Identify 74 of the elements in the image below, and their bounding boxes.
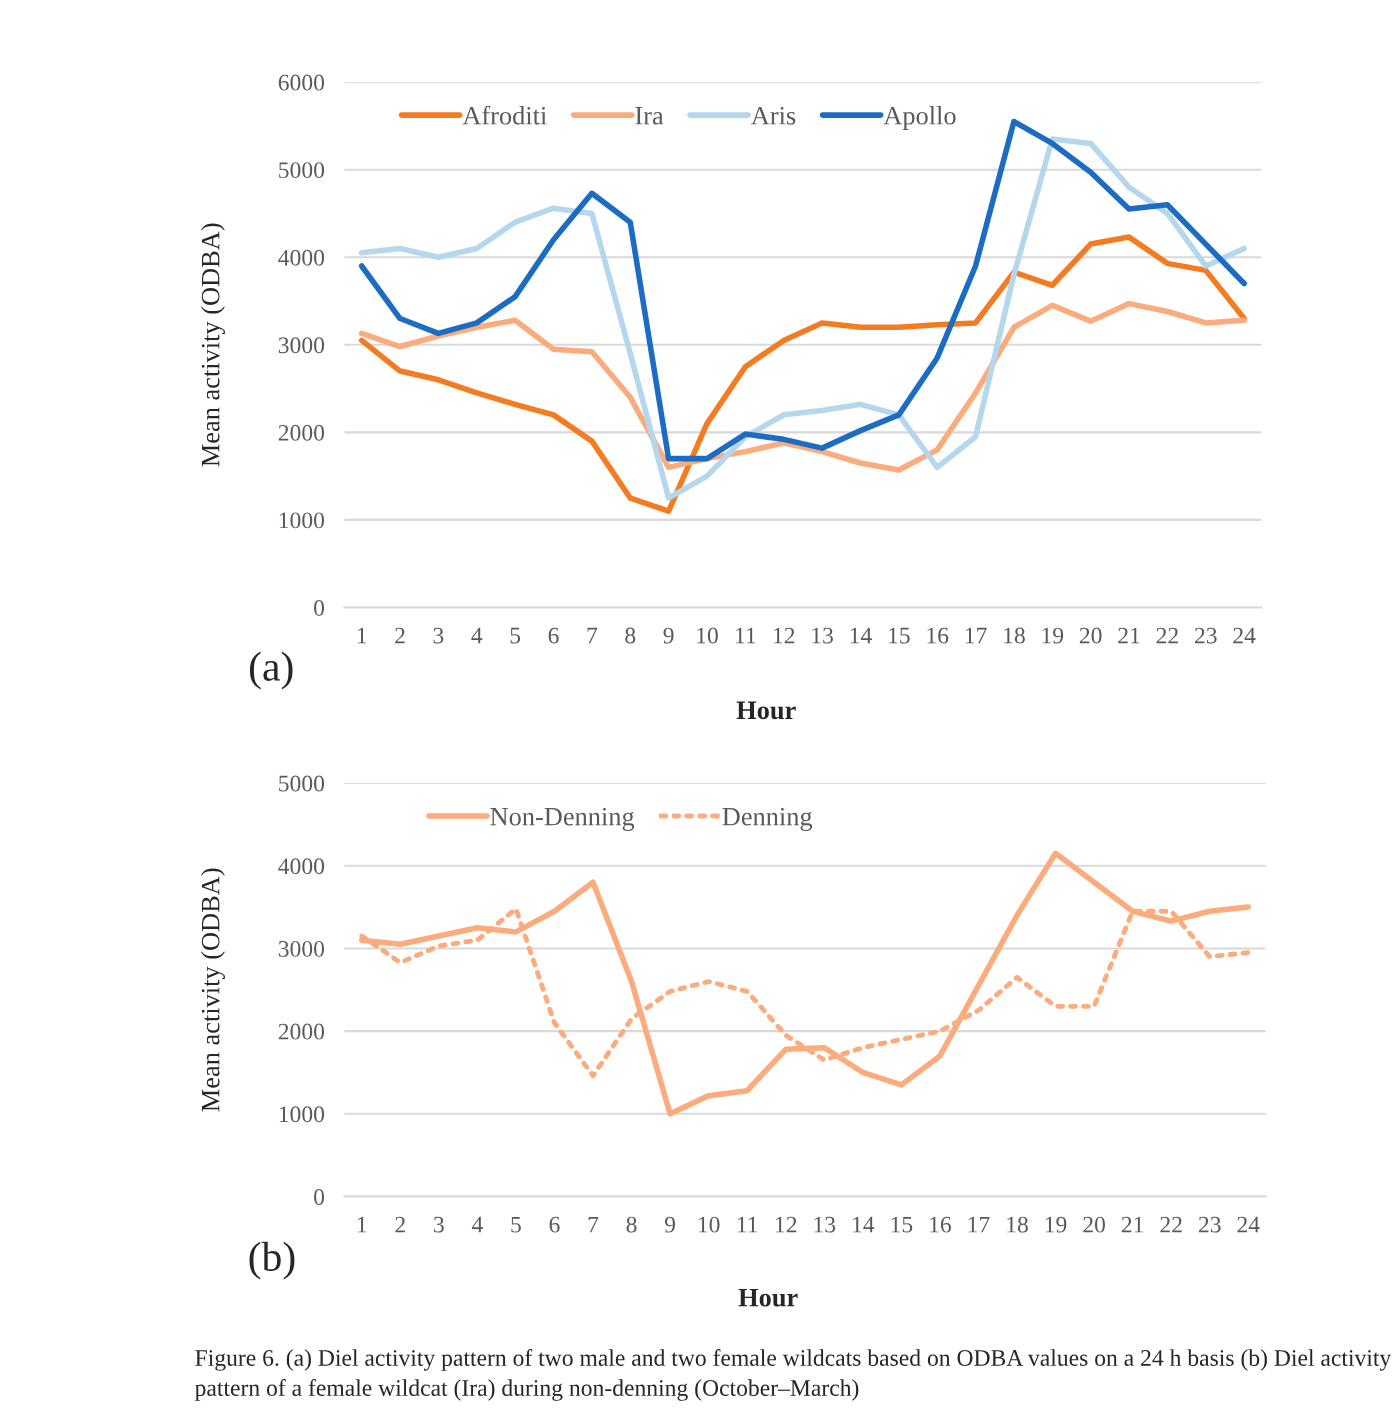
- text: (b): [249, 1241, 295, 1280]
- x-tick-label: 1: [357, 627, 367, 644]
- x-tick-label: 24: [1237, 1216, 1260, 1233]
- x-tick-label: 14: [850, 627, 872, 644]
- x-axis-title: Hour: [738, 1288, 798, 1307]
- x-tick-label: 20: [1083, 1216, 1105, 1233]
- x-tick-label: 6: [549, 1216, 560, 1233]
- legend-label: Apollo: [883, 106, 956, 130]
- x-tick-label: 21: [1121, 1216, 1144, 1233]
- x-tick-label: 11: [737, 1216, 758, 1233]
- x-tick-label: 5: [511, 1216, 521, 1233]
- x-tick-label: 17: [965, 627, 987, 644]
- y-tick-label: 4000: [278, 249, 325, 266]
- y-tick-label: 1000: [279, 512, 325, 529]
- x-tick-label: 3: [433, 627, 444, 644]
- x-tick-label: 16: [927, 627, 949, 644]
- x-tick-label: 15: [891, 1216, 913, 1233]
- x-tick-label: 16: [930, 1216, 951, 1233]
- x-tick-label: 13: [814, 1216, 836, 1233]
- x-tick-label: 1: [357, 1216, 367, 1233]
- text: (a): [249, 651, 293, 690]
- x-tick-label: 9: [664, 1216, 676, 1233]
- x-tick-label: 4: [471, 627, 483, 644]
- caption: Figure 6. (a) Diel activity pattern of two male and two female wildcats based on ODBA values on a 24 h basis (b) Diel activity pattern of a female wildcat (Ira) during non-denning (October–March): [194, 1349, 1392, 1401]
- legend-label: Denning: [722, 807, 813, 831]
- x-tick-label: 14: [853, 1216, 875, 1233]
- x-tick-label: 22: [1160, 1216, 1182, 1233]
- y-tick-label: 0: [314, 1189, 325, 1205]
- x-tick-label: 23: [1195, 627, 1217, 644]
- x-tick-label: 12: [776, 1216, 797, 1233]
- x-tick-label: 10: [697, 627, 718, 644]
- x-tick-label: 10: [698, 1216, 720, 1233]
- y-tick-label: 6000: [278, 74, 325, 91]
- x-tick-label: 12: [773, 627, 795, 644]
- x-tick-label: 15: [889, 627, 910, 644]
- legend-label: Ira: [635, 107, 664, 125]
- x-tick-label: 8: [625, 627, 636, 644]
- y-tick-label: 5000: [279, 775, 325, 792]
- x-tick-label: 17: [968, 1216, 990, 1233]
- x-tick-label: 7: [588, 1216, 599, 1233]
- x-tick-label: 20: [1079, 627, 1102, 644]
- x-tick-label: 19: [1045, 1216, 1067, 1233]
- x-tick-label: 3: [434, 1216, 444, 1233]
- x-tick-label: 19: [1042, 627, 1064, 644]
- x-tick-label: 6: [548, 627, 559, 644]
- y-tick-label: 2000: [278, 1023, 325, 1040]
- y-tick-label: 3000: [278, 337, 325, 354]
- x-tick-label: 22: [1156, 627, 1178, 644]
- y-tick-label: 0: [314, 599, 325, 616]
- x-tick-label: 2: [395, 627, 405, 644]
- y-axis-title: Mean activity (ODBA): [200, 223, 225, 467]
- x-tick-label: 23: [1198, 1216, 1221, 1233]
- y-tick-label: 4000: [278, 858, 325, 875]
- y-tick-label: 3000: [278, 940, 325, 957]
- x-tick-label: 4: [471, 1216, 483, 1233]
- x-tick-label: 18: [1007, 1216, 1028, 1233]
- x-tick-label: 7: [587, 627, 598, 644]
- x-tick-label: 9: [663, 627, 674, 644]
- x-tick-label: 21: [1118, 627, 1140, 644]
- x-axis-title: Hour: [736, 701, 796, 720]
- legend-label: Non-Denning: [490, 807, 635, 831]
- x-tick-label: 11: [736, 627, 756, 644]
- legend-label: Afroditi: [462, 105, 547, 125]
- x-tick-label: 5: [510, 627, 521, 644]
- y-tick-label: 2000: [278, 424, 325, 441]
- x-tick-label: 2: [395, 1216, 405, 1233]
- y-tick-label: 1000: [279, 1106, 325, 1123]
- x-tick-label: 13: [812, 627, 833, 644]
- x-tick-label: 24: [1233, 627, 1256, 644]
- x-tick-label: 8: [626, 1216, 637, 1233]
- y-axis-title: Mean activity (ODBA): [200, 868, 225, 1112]
- legend-label: Aris: [751, 106, 796, 125]
- x-tick-label: 18: [1004, 627, 1025, 644]
- y-tick-label: 5000: [279, 162, 325, 179]
